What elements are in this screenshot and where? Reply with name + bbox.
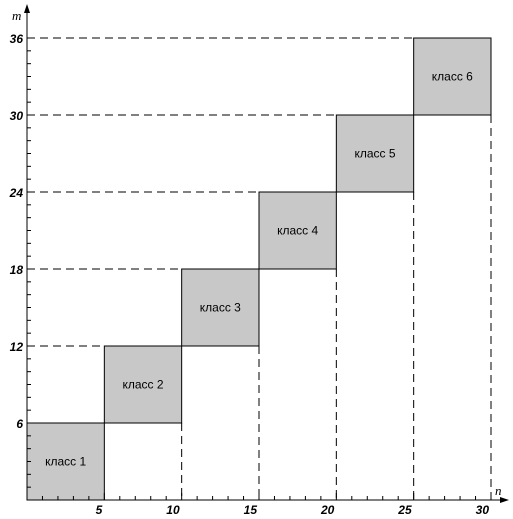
class-cell-label: класс 6 [432, 70, 473, 84]
y-tick-label: 6 [16, 417, 23, 431]
class-cell [181, 268, 260, 347]
x-tick-label: 15 [244, 503, 258, 517]
x-tick-label: 20 [320, 503, 335, 517]
class-cell-label: класс 5 [354, 147, 395, 161]
y-tick-label: 24 [9, 186, 24, 200]
class-cell-label: класс 4 [277, 224, 318, 238]
y-tick-label: 18 [10, 263, 24, 277]
class-cell [335, 114, 415, 193]
class-cell-label: класс 1 [45, 455, 86, 469]
class-cells: класс 1 класс 2 класс 3 класс 4 класс 5 класс… [26, 37, 492, 501]
x-tick-label: 5 [96, 503, 103, 517]
class-cell [26, 422, 105, 501]
x-tick-label: 25 [397, 503, 412, 517]
ticks [27, 37, 492, 500]
y-axis-arrow [24, 4, 30, 13]
y-axis-label: m [12, 8, 21, 23]
x-axis-label: n [495, 483, 502, 498]
tick-labels: 5 10 15 20 25 30 6 12 18 24 30 36 [9, 32, 490, 517]
y-tick-label: 30 [10, 109, 24, 123]
y-tick-label: 12 [10, 340, 24, 354]
class-cell-label: класс 2 [122, 378, 163, 392]
x-tick-label: 30 [476, 503, 490, 517]
y-tick-label: 36 [10, 32, 24, 46]
class-cell-label: класс 3 [200, 301, 241, 315]
x-axis-arrow [500, 497, 509, 503]
axes: n m [12, 4, 509, 503]
class-cell [413, 37, 492, 116]
x-tick-label: 10 [166, 503, 180, 517]
class-cell [258, 191, 337, 270]
class-cell [103, 345, 183, 424]
